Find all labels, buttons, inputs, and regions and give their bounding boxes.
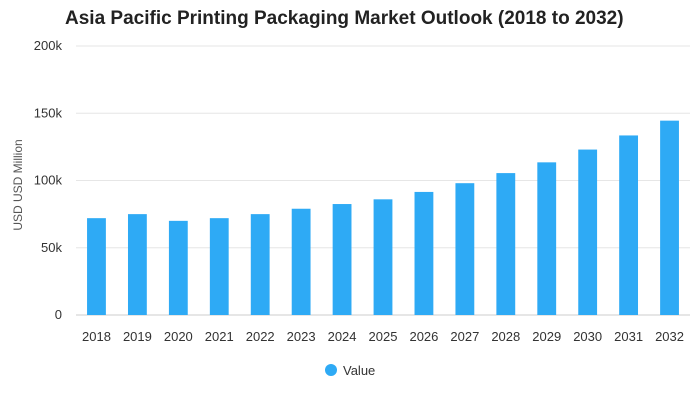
y-axis-label: USD USD Million xyxy=(11,139,25,230)
x-tick-label: 2029 xyxy=(532,329,561,344)
x-tick-label: 2022 xyxy=(246,329,275,344)
x-tick-label: 2023 xyxy=(287,329,316,344)
x-tick-label: 2021 xyxy=(205,329,234,344)
legend-label[interactable]: Value xyxy=(343,363,375,378)
bar-2027[interactable] xyxy=(455,183,475,315)
y-axis: 0 50k 100k 150k 200k xyxy=(34,38,63,322)
x-tick-label: 2030 xyxy=(573,329,602,344)
x-tick-label: 2028 xyxy=(491,329,520,344)
bar-2018[interactable] xyxy=(87,218,106,315)
bar-2032[interactable] xyxy=(660,120,679,316)
x-tick-label: 2018 xyxy=(82,329,111,344)
y-tick-label: 100k xyxy=(34,173,63,188)
bar-2020[interactable] xyxy=(168,220,188,315)
bar-2022[interactable] xyxy=(250,214,270,315)
x-tick-label: 2027 xyxy=(450,329,479,344)
x-tick-label: 2025 xyxy=(369,329,398,344)
bar-2024[interactable] xyxy=(332,204,352,315)
x-axis: 2018 2019 2020 2021 2022 2023 2024 2025 2026 2027… xyxy=(82,329,684,344)
y-tick-label: 0 xyxy=(55,307,62,322)
bar-2021[interactable] xyxy=(209,218,229,315)
bar-2026[interactable] xyxy=(414,191,434,315)
x-tick-label: 2032 xyxy=(655,329,684,344)
chart-title: Asia Pacific Printing Packaging Market O… xyxy=(65,8,624,29)
y-tick-label: 200k xyxy=(34,38,63,53)
legend: Value xyxy=(325,363,375,378)
bars xyxy=(87,120,679,316)
x-tick-label: 2026 xyxy=(409,329,438,344)
x-tick-label: 2031 xyxy=(614,329,643,344)
legend-marker[interactable] xyxy=(325,364,337,376)
x-tick-label: 2024 xyxy=(328,329,357,344)
bar-2030[interactable] xyxy=(578,149,598,315)
bar-2029[interactable] xyxy=(537,162,557,315)
bar-2028[interactable] xyxy=(496,173,516,315)
y-tick-label: 50k xyxy=(41,240,62,255)
x-tick-label: 2019 xyxy=(123,329,152,344)
bar-2023[interactable] xyxy=(291,208,311,315)
x-tick-label: 2020 xyxy=(164,329,193,344)
bar-2019[interactable] xyxy=(127,214,147,315)
y-tick-label: 150k xyxy=(34,105,63,120)
bar-2025[interactable] xyxy=(373,199,393,315)
bar-2031[interactable] xyxy=(619,135,639,315)
